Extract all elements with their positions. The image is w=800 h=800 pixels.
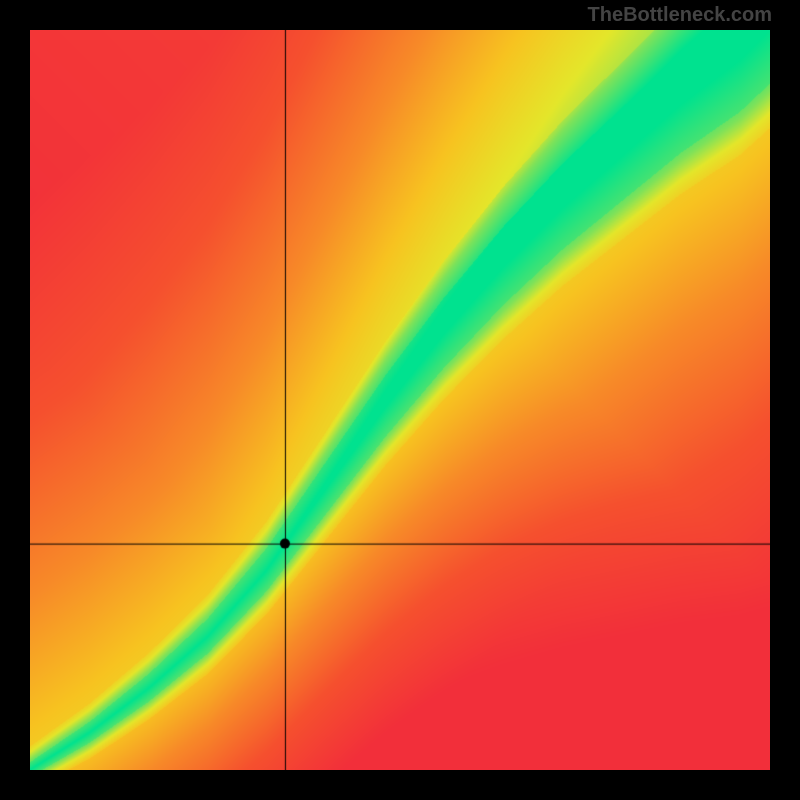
watermark-text: TheBottleneck.com bbox=[588, 4, 772, 27]
heatmap-canvas bbox=[30, 30, 770, 770]
heatmap-plot-area bbox=[30, 30, 770, 770]
